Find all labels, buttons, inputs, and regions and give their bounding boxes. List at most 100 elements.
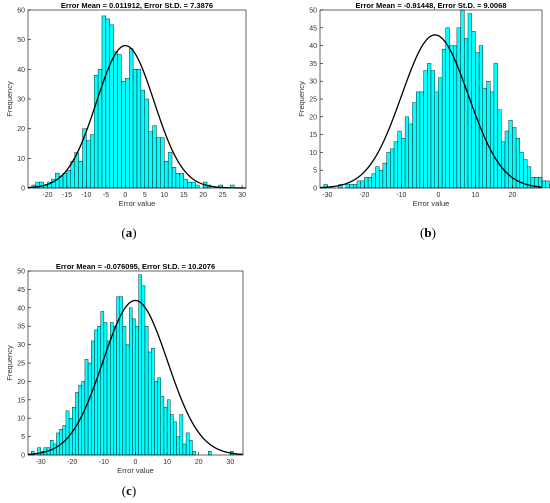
histogram-bar	[53, 443, 57, 456]
y-tick-label: 15	[309, 132, 317, 139]
histogram-bar	[90, 134, 95, 189]
y-tick-label: 45	[309, 25, 317, 32]
y-tick-label: 30	[309, 79, 317, 86]
y-tick-label: 30	[17, 97, 25, 104]
histogram-bar	[160, 137, 165, 189]
y-tick-label: 10	[17, 156, 25, 163]
caption-b: (b)	[420, 225, 436, 240]
x-tick-label: -10	[81, 192, 91, 199]
histogram-bar	[183, 178, 188, 189]
y-tick-label: 25	[17, 361, 25, 368]
histogram-bar	[78, 161, 83, 189]
histogram-bar	[404, 116, 409, 189]
histogram-bar	[419, 91, 424, 189]
x-tick-label: 20	[199, 192, 207, 199]
histogram-bar	[93, 75, 99, 189]
histogram-bar	[81, 381, 86, 456]
histogram-bar	[371, 173, 376, 189]
histogram-bar	[86, 140, 91, 189]
y-axis-label: Frequency	[5, 81, 14, 117]
histogram-bar	[456, 27, 461, 189]
histogram-bar	[489, 91, 495, 189]
histogram-bar	[97, 325, 101, 456]
chart-title: Error Mean = -0.91448, Error St.D. = 9.0…	[356, 1, 507, 10]
histogram-panel-c: -30 -20 -10 0 10 20 30 0 5 10 15 20 25 30 35 40 45 50 Erro…	[5, 262, 244, 475]
histogram-bar	[449, 45, 454, 189]
histogram-bar	[122, 325, 127, 456]
y-tick-label: 45	[17, 287, 25, 294]
histogram-bar	[427, 63, 432, 189]
histogram-bar	[121, 80, 126, 189]
histogram-bar	[187, 181, 192, 189]
histogram-bar	[148, 131, 153, 189]
x-tick-label: -5	[103, 192, 109, 199]
histogram-bar	[109, 24, 114, 189]
histogram-bar	[367, 177, 372, 189]
x-tick-label: 30	[238, 192, 246, 199]
chart-title: Error Mean = 0.011912, Error St.D. = 7.3…	[61, 1, 213, 10]
histogram-bar	[62, 172, 68, 189]
histogram-bar	[493, 63, 498, 189]
histogram-bar	[423, 70, 428, 189]
y-tick-label: 50	[309, 8, 317, 15]
y-tick-label: 60	[17, 8, 25, 15]
histogram-bar	[65, 410, 70, 456]
histogram-bar	[541, 180, 546, 189]
histogram-bar	[364, 177, 369, 189]
histogram-bar	[70, 161, 75, 189]
y-tick-label: 40	[17, 67, 25, 74]
histogram-bar	[386, 152, 391, 189]
histogram-bar	[382, 162, 387, 189]
histogram-bar	[349, 184, 354, 189]
histogram-bar	[125, 344, 130, 456]
histogram-bar	[91, 340, 95, 456]
x-tick-label: -10	[99, 459, 109, 466]
histogram-bar	[189, 440, 193, 456]
histogram-bar	[185, 432, 190, 456]
y-tick-label: 5	[21, 434, 25, 441]
histogram-bar	[390, 148, 395, 189]
histogram-bar	[356, 180, 361, 189]
histogram-bar	[110, 322, 114, 456]
histogram-bar	[166, 399, 171, 456]
histogram-bar	[140, 89, 145, 189]
histogram-bar	[393, 141, 398, 189]
histogram-bar	[164, 161, 169, 189]
x-tick-label: -15	[62, 192, 72, 199]
histogram-bar	[434, 91, 439, 189]
histogram-bar	[497, 109, 502, 189]
x-tick-label: 0	[123, 192, 127, 199]
histogram-bar	[460, 9, 465, 189]
histogram-bar	[179, 172, 184, 189]
histogram-bar	[179, 414, 184, 456]
histogram-bar	[182, 443, 187, 456]
x-tick-label: 20	[509, 192, 517, 199]
normal-fit-curve	[27, 44, 247, 189]
histogram-panel-b: -30 -20 -10 0 10 20 0 5 10 15 20 25 30 35 40 45 50 Error …	[297, 1, 550, 208]
y-tick-label: 0	[21, 186, 25, 193]
histogram-bar	[192, 451, 196, 456]
histogram-bar	[87, 362, 92, 456]
y-tick-label: 20	[17, 379, 25, 386]
histogram-bar	[195, 184, 200, 189]
y-axis-label: Frequency	[297, 81, 306, 117]
histogram-bar	[94, 329, 98, 456]
x-tick-label: 5	[143, 192, 147, 199]
histogram-bar	[66, 169, 72, 189]
histogram-bar	[175, 172, 181, 189]
histogram-bar	[478, 45, 484, 189]
x-axis-label: Error value	[413, 199, 450, 208]
y-tick-label: 15	[17, 397, 25, 404]
y-tick-label: 40	[309, 43, 317, 50]
x-tick-label: 15	[180, 192, 188, 199]
x-tick-label: -20	[42, 192, 52, 199]
histogram-bar	[353, 184, 358, 189]
histogram-bar	[154, 381, 158, 456]
histogram-bar	[128, 307, 133, 456]
x-tick-label: -30	[322, 192, 332, 199]
histogram-bar	[141, 285, 146, 456]
histogram-bar	[408, 123, 413, 189]
histogram-bar	[378, 169, 384, 189]
histogram-bar	[132, 318, 136, 456]
y-tick-label: 0	[313, 186, 317, 193]
